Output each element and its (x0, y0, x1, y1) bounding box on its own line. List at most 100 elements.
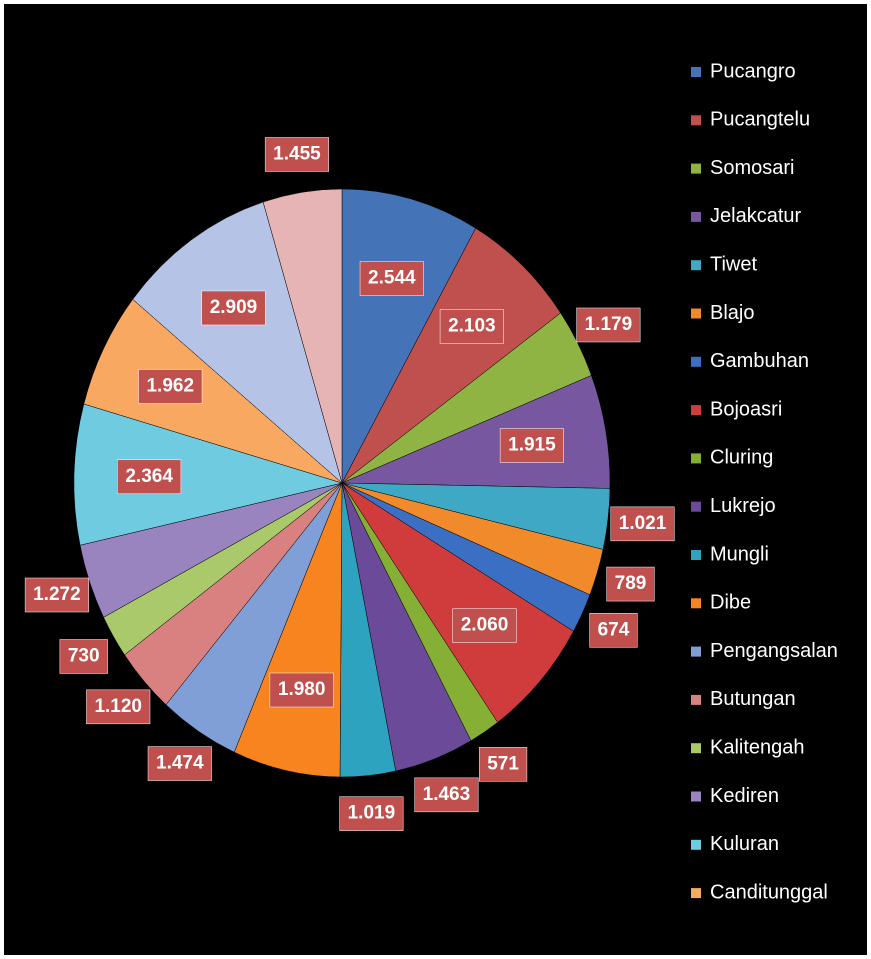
pie-slice (132, 201, 343, 484)
data-label-text: 674 (598, 619, 630, 640)
legend-label: Kalitengah (710, 736, 805, 758)
legend-label: Pucangro (710, 60, 796, 82)
data-label-text: 1.455 (273, 143, 321, 164)
legend-marker (691, 598, 701, 609)
data-label: 2.544 (359, 261, 424, 296)
legend-marker (691, 115, 701, 126)
data-label: 1.272 (24, 577, 89, 613)
data-label-text: 1.980 (278, 679, 326, 700)
legend-label: Gambuhan (710, 350, 809, 372)
data-label-text: 1.179 (585, 314, 633, 335)
legend-marker (691, 453, 701, 464)
data-label-box (86, 689, 151, 725)
data-label-box (201, 290, 266, 326)
legend-marker (691, 888, 701, 899)
legend-label: Blajo (710, 302, 754, 324)
pie-slice (341, 482, 574, 723)
data-label-box (147, 746, 212, 781)
pie-slice (73, 403, 343, 546)
data-label-box (264, 137, 329, 172)
data-label-text: 1.962 (146, 376, 194, 397)
data-label: 2.103 (439, 309, 504, 344)
legend-label: Kediren (710, 785, 779, 807)
data-label: 1.915 (499, 428, 564, 463)
data-label: 789 (606, 566, 655, 602)
data-label: 2.060 (452, 608, 517, 643)
data-label-text: 789 (615, 573, 647, 594)
legend-marker (691, 791, 701, 802)
legend-label: Kuluran (710, 833, 779, 855)
data-label: 1.455 (264, 137, 329, 172)
data-label-box (339, 796, 404, 831)
legend-marker (691, 646, 701, 657)
legend-label: Jelakcatur (710, 205, 801, 227)
data-label-box (610, 506, 675, 542)
data-label-box (414, 777, 479, 813)
pie-slice (83, 298, 343, 484)
data-label: 1.980 (269, 672, 334, 708)
legend-marker (691, 405, 701, 416)
data-label-text: 1.474 (156, 753, 204, 774)
data-label-text: 2.909 (210, 297, 258, 318)
data-label-text: 2.060 (461, 615, 509, 636)
pie-slice (262, 188, 343, 484)
legend-marker (691, 67, 701, 77)
data-label: 2.909 (201, 290, 266, 326)
legend-label: Canditunggal (710, 881, 828, 903)
data-label: 1.463 (414, 777, 479, 813)
data-label-text: 1.019 (348, 803, 396, 824)
data-label-box (576, 307, 641, 343)
legend-label: Lukrejo (710, 495, 776, 517)
data-label: 1.019 (339, 796, 404, 831)
data-label-box (452, 608, 517, 643)
legend-label: Dibe (710, 592, 751, 614)
data-label-text: 1.915 (508, 435, 556, 456)
legend-marker (691, 839, 701, 850)
legend-label: Cluring (710, 447, 773, 469)
legend-label: Tiwet (710, 253, 757, 275)
legend-label: Pengangsalan (710, 640, 838, 662)
data-label-box (606, 566, 655, 602)
legend-label: Mungli (710, 543, 769, 565)
data-label: 1.474 (147, 746, 212, 781)
data-label-box (269, 672, 334, 708)
legend-label: Bojoasri (710, 398, 782, 420)
data-label-text: 1.463 (423, 784, 471, 805)
legend-label: Pucangtelu (710, 109, 810, 131)
data-label-text: 2.103 (448, 315, 496, 336)
data-label-text: 2.364 (125, 466, 173, 487)
data-label-text: 2.544 (368, 268, 416, 289)
pie-slice (341, 227, 561, 484)
data-label-text: 1.021 (619, 513, 667, 534)
legend-marker (691, 163, 701, 174)
legend-marker (691, 260, 701, 271)
legend-marker (691, 356, 701, 367)
data-label-box (439, 309, 504, 344)
legend-marker (691, 694, 701, 705)
data-label: 571 (478, 747, 528, 782)
data-label-box (117, 459, 182, 495)
data-label: 1.962 (138, 369, 203, 404)
data-label-text: 1.272 (33, 584, 81, 605)
legend-marker (691, 550, 701, 560)
data-label-text: 730 (68, 645, 100, 666)
data-label-text: 1.120 (94, 696, 142, 717)
data-label: 674 (589, 613, 638, 648)
legend-marker (691, 211, 701, 222)
data-label-box (59, 639, 108, 674)
data-label: 1.021 (610, 506, 675, 542)
data-label: 1.179 (576, 307, 641, 343)
data-label: 1.120 (86, 689, 151, 725)
legend-marker (691, 501, 701, 512)
data-label: 2.364 (117, 459, 182, 495)
data-label-box (589, 613, 638, 648)
data-label-box (478, 747, 528, 782)
legend-marker (691, 743, 701, 754)
data-label-box (24, 577, 89, 613)
data-label: 730 (59, 639, 108, 674)
legend-label: Butungan (710, 688, 796, 710)
data-label-box (138, 369, 203, 404)
data-label-box (359, 261, 424, 296)
legend-marker (691, 308, 701, 319)
